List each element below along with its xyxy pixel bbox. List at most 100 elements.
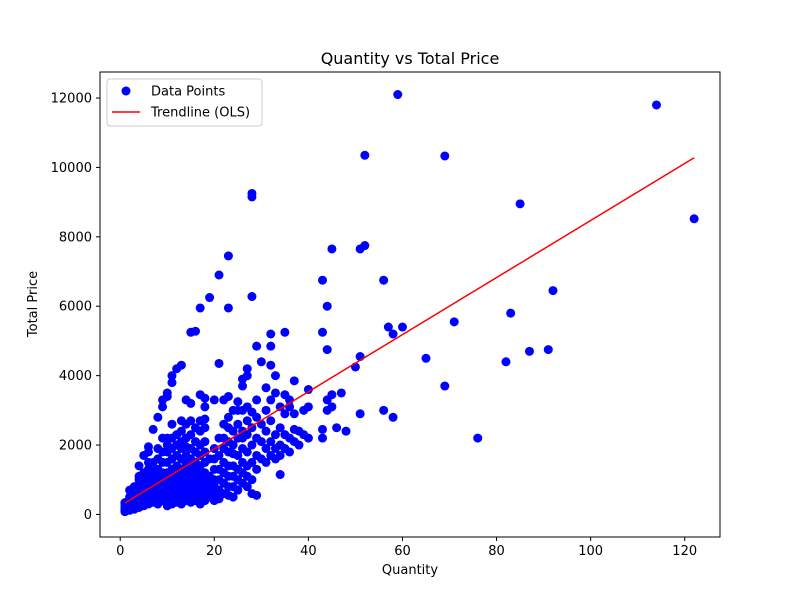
data-point: [214, 270, 224, 280]
data-point: [261, 405, 271, 415]
data-point: [242, 482, 252, 492]
data-point: [280, 409, 290, 419]
data-point: [256, 357, 266, 367]
data-point: [247, 292, 257, 302]
data-point: [252, 490, 262, 500]
data-point: [327, 244, 337, 254]
data-point: [252, 341, 262, 351]
legend: Data Points Trendline (OLS): [106, 78, 263, 127]
data-point: [200, 437, 210, 447]
data-point: [332, 423, 342, 433]
data-point: [200, 423, 210, 433]
y-axis-label: Total Price: [26, 271, 41, 338]
x-tick-label: 60: [394, 544, 411, 559]
data-point: [214, 358, 224, 368]
data-point: [473, 433, 483, 443]
data-point: [379, 405, 389, 415]
data-point: [303, 385, 313, 395]
data-point: [280, 327, 290, 337]
data-point: [233, 450, 243, 460]
data-point: [524, 346, 534, 356]
data-point: [275, 450, 285, 460]
data-point: [247, 457, 257, 467]
chart-title: Quantity vs Total Price: [321, 49, 500, 68]
data-point: [322, 345, 332, 355]
data-point: [303, 402, 313, 412]
data-point: [238, 381, 248, 391]
data-point: [134, 461, 144, 471]
data-point: [205, 293, 215, 303]
data-point: [186, 416, 196, 426]
data-point: [266, 437, 276, 447]
data-point: [223, 391, 233, 401]
data-point: [318, 433, 328, 443]
y-axis-ticks: 0 2000 4000 6000 8000 10000 12000: [51, 92, 100, 523]
data-point: [223, 412, 233, 422]
data-point: [318, 327, 328, 337]
y-tick-label: 12000: [51, 92, 92, 107]
data-point: [186, 398, 196, 408]
data-point: [548, 286, 558, 296]
data-point: [228, 426, 238, 436]
data-point: [341, 426, 351, 436]
y-tick-label: 0: [84, 508, 92, 523]
legend-label-data-points: Data Points: [151, 85, 225, 100]
data-point: [252, 412, 262, 422]
trendline: [124, 157, 695, 504]
data-point: [270, 430, 280, 440]
data-point: [252, 395, 262, 405]
data-point: [167, 378, 177, 388]
data-point: [270, 371, 280, 381]
x-axis-ticks: 0 20 40 60 80 100 120: [116, 537, 697, 559]
data-point: [153, 412, 163, 422]
data-point: [261, 444, 271, 454]
data-point: [200, 402, 210, 412]
data-point: [167, 419, 177, 429]
data-point: [322, 301, 332, 311]
data-point: [388, 412, 398, 422]
data-point: [327, 402, 337, 412]
data-point: [289, 376, 299, 386]
data-point: [242, 371, 252, 381]
data-point: [228, 440, 238, 450]
data-points-layer: [120, 90, 699, 517]
data-point: [266, 395, 276, 405]
y-tick-label: 2000: [59, 439, 92, 454]
data-point: [440, 381, 450, 391]
data-point: [261, 457, 271, 467]
data-point: [167, 371, 177, 381]
data-point: [214, 450, 224, 460]
x-axis-label: Quantity: [382, 563, 438, 578]
data-point: [233, 485, 243, 495]
y-tick-label: 6000: [59, 300, 92, 315]
data-point: [689, 214, 699, 224]
data-point: [228, 492, 238, 502]
data-point: [506, 308, 516, 318]
data-point: [200, 393, 210, 403]
data-point: [148, 424, 158, 434]
data-point: [242, 416, 252, 426]
data-point: [233, 419, 243, 429]
legend-box: [106, 78, 263, 127]
data-point: [449, 317, 459, 327]
x-tick-label: 40: [300, 544, 317, 559]
x-tick-label: 80: [488, 544, 505, 559]
data-point: [275, 423, 285, 433]
data-point: [247, 475, 257, 485]
data-point: [242, 430, 252, 440]
data-point: [355, 409, 365, 419]
data-point: [501, 357, 511, 367]
data-point: [397, 322, 407, 332]
data-point: [360, 150, 370, 160]
data-point: [176, 426, 186, 436]
data-point: [143, 442, 153, 452]
data-point: [261, 383, 271, 393]
x-tick-label: 100: [578, 544, 603, 559]
data-point: [289, 409, 299, 419]
y-tick-label: 10000: [51, 161, 92, 176]
data-point: [176, 360, 186, 370]
y-tick-label: 8000: [59, 230, 92, 245]
y-tick-label: 4000: [59, 369, 92, 384]
data-point: [421, 353, 431, 363]
data-point: [379, 275, 389, 285]
